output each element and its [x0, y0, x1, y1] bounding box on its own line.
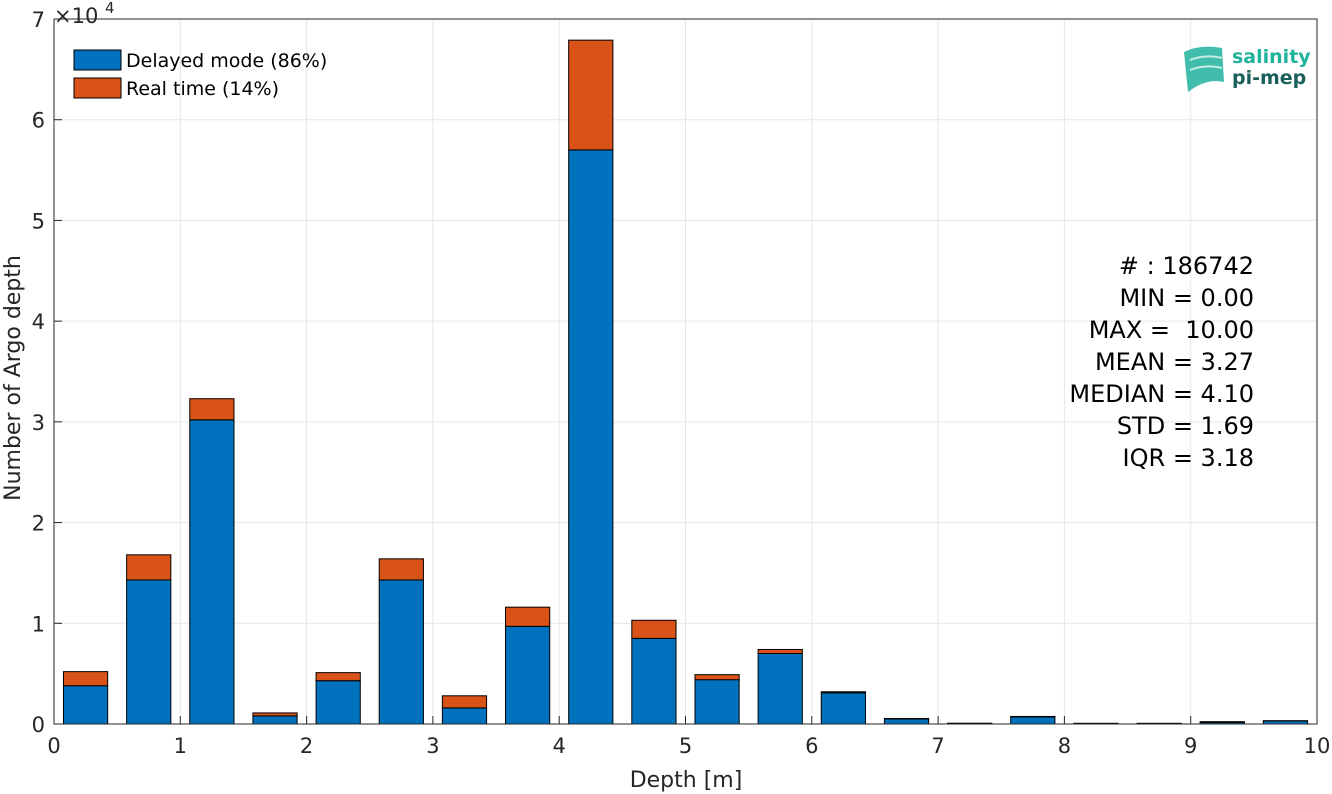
y-tick-label: 2 [32, 512, 45, 536]
bar-real-time [378, 558, 424, 581]
x-tick-label: 4 [553, 734, 566, 758]
bar-real-time [631, 619, 677, 639]
bar-real-time [568, 39, 614, 151]
bar-delayed-mode [62, 685, 109, 725]
stat-max: MAX = 10.00 [1089, 316, 1254, 344]
bar-delayed-mode [189, 419, 235, 725]
bar-delayed-mode [631, 637, 677, 725]
bar-real-time [62, 671, 109, 687]
stat-iqr: IQR = 3.18 [1123, 444, 1254, 472]
bar-real-time [1010, 715, 1056, 718]
bar-delayed-mode [757, 653, 803, 725]
bar-real-time [441, 695, 488, 709]
bar-delayed-mode [694, 679, 740, 725]
stat-median: MEDIAN = 4.10 [1069, 380, 1254, 408]
legend-label-delayed: Delayed mode (86%) [126, 50, 327, 72]
bar-real-time [315, 672, 361, 682]
x-tick-label: 3 [426, 734, 439, 758]
y-exponent-base: ×10 [54, 4, 98, 28]
bar-delayed-mode [568, 149, 614, 725]
bar-real-time [126, 554, 172, 581]
logo-text-line2: pi-mep [1232, 67, 1306, 89]
bar-delayed-mode [315, 680, 361, 725]
stat-min: MIN = 0.00 [1119, 284, 1254, 312]
y-axis: 0 1 2 3 4 5 6 7 [32, 8, 62, 737]
stat-mean: MEAN = 3.27 [1095, 348, 1254, 376]
legend: Delayed mode (86%) Real time (14%) [73, 49, 327, 100]
bar-real-time [189, 398, 235, 421]
x-tick-label: 7 [931, 734, 944, 758]
x-axis-label: Depth [m] [630, 768, 743, 793]
bars [62, 39, 1309, 725]
stat-count: # : 186742 [1119, 252, 1254, 280]
x-axis: 0 1 2 3 4 5 6 7 8 9 10 [47, 716, 1330, 758]
x-tick-label: 8 [1058, 734, 1071, 758]
x-tick-label: 0 [47, 734, 60, 758]
legend-swatch-delayed [73, 49, 122, 71]
legend-label-realtime: Real time (14%) [126, 78, 279, 100]
y-tick-label: 4 [32, 310, 45, 334]
logo-text-line1: salinity [1232, 46, 1311, 68]
bar-delayed-mode [820, 692, 866, 725]
legend-swatch-realtime [73, 77, 122, 99]
bar-delayed-mode [883, 718, 930, 725]
y-tick-label: 7 [32, 8, 45, 32]
bar-delayed-mode [378, 579, 424, 725]
y-tick-label: 6 [32, 109, 45, 133]
y-tick-label: 0 [32, 713, 45, 737]
bar-real-time [820, 691, 866, 694]
bar-real-time [757, 648, 803, 655]
salinity-pimep-logo: salinity pi-mep [1184, 46, 1311, 92]
bar-delayed-mode [505, 625, 551, 725]
y-tick-label: 5 [32, 209, 45, 233]
stat-std: STD = 1.69 [1117, 412, 1254, 440]
x-tick-label: 1 [174, 734, 187, 758]
stats-block: # : 186742 MIN = 0.00 MAX = 10.00 MEAN =… [1069, 252, 1254, 472]
bar-delayed-mode [441, 707, 488, 725]
x-tick-label: 6 [805, 734, 818, 758]
y-tick-label: 1 [32, 612, 45, 636]
x-tick-label: 2 [300, 734, 313, 758]
x-tick-label: 9 [1184, 734, 1197, 758]
bar-delayed-mode [252, 715, 298, 725]
bar-delayed-mode [126, 579, 172, 725]
y-axis-label: Number of Argo depth [1, 255, 26, 501]
bar-real-time [252, 712, 298, 717]
bar-real-time [1199, 721, 1245, 723]
y-exponent-power: 4 [105, 0, 115, 17]
bar-real-time [883, 717, 930, 720]
bar-real-time [694, 674, 740, 681]
y-tick-label: 3 [32, 411, 45, 435]
bar-real-time [505, 606, 551, 627]
bar-delayed-mode [1010, 716, 1056, 725]
x-tick-label: 10 [1304, 734, 1331, 758]
x-tick-label: 5 [679, 734, 692, 758]
